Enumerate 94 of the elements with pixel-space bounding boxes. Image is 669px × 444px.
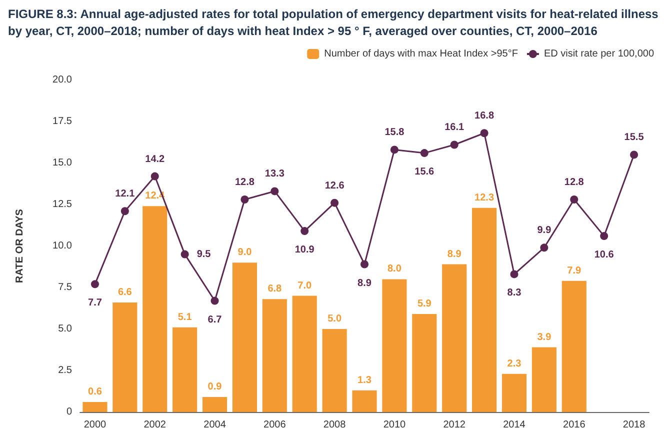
- x-tick-label: 2002: [144, 420, 166, 430]
- data-label: 0.6: [88, 386, 102, 398]
- data-label: 8.9: [358, 278, 372, 289]
- data-label: 5.0: [328, 314, 342, 324]
- data-label: 14.2: [145, 154, 166, 165]
- y-tick-label: 7.5: [58, 282, 72, 293]
- data-label: 5.9: [417, 298, 432, 310]
- data-label: 1.3: [358, 374, 372, 386]
- data-label: 7.0: [298, 280, 312, 292]
- point: [360, 260, 368, 268]
- point: [540, 244, 548, 252]
- point: [480, 129, 488, 138]
- point: [630, 150, 638, 159]
- y-tick-label: 12.5: [52, 199, 72, 210]
- data-label: 8.9: [447, 248, 462, 260]
- data-label: 0.9: [208, 382, 222, 393]
- x-tick-label: 2006: [264, 420, 286, 430]
- point: [180, 250, 189, 258]
- point: [570, 196, 578, 204]
- legend-label: Number of days with max Heat Index >95°F: [324, 48, 518, 60]
- bar: [382, 279, 407, 412]
- point: [600, 232, 608, 240]
- data-label: 15.8: [384, 127, 405, 138]
- bar: [532, 347, 556, 412]
- bar: [202, 397, 228, 412]
- point: [270, 187, 279, 196]
- data-label: 12.3: [474, 192, 494, 204]
- data-label: 3.9: [537, 332, 552, 343]
- point: [90, 280, 99, 288]
- data-label: 10.9: [294, 244, 315, 256]
- bar: [112, 302, 138, 412]
- data-label: 15.6: [414, 166, 435, 178]
- bar: [82, 402, 108, 412]
- bar: [412, 314, 437, 412]
- data-label: 5.1: [178, 312, 192, 323]
- data-label: 9.9: [537, 225, 552, 236]
- point: [390, 146, 398, 154]
- data-label: 16.8: [474, 110, 494, 122]
- bar: [562, 280, 586, 412]
- bar: [502, 374, 527, 412]
- data-label: 6.8: [268, 284, 282, 295]
- chart-title: FIGURE 8.3: Annual age-adjusted rates for total population of emergency department visits for heat-related illness by year, CT, 2000–2018; number of days with heat Index > 95 ° F, averaged over counties, CT, 2000–2016: [7, 6, 660, 40]
- bar: [232, 262, 257, 412]
- y-tick-label: 0: [66, 406, 72, 418]
- data-label: 13.3: [264, 168, 285, 180]
- y-axis-title: RATE OR DAYS: [14, 208, 26, 283]
- data-label: 7.9: [567, 265, 582, 276]
- x-tick-label: 2010: [383, 420, 406, 430]
- data-label: 7.7: [88, 298, 102, 309]
- point: [510, 270, 518, 278]
- bar: [322, 329, 347, 412]
- point: [330, 198, 339, 207]
- data-label: 6.7: [208, 314, 222, 326]
- x-tick-label: 2018: [622, 420, 646, 430]
- point: [240, 196, 249, 204]
- y-tick-label: 15.0: [52, 158, 72, 168]
- y-tick-label: 20.0: [52, 74, 72, 86]
- point: [450, 140, 458, 149]
- data-label: 15.5: [624, 132, 644, 144]
- bar: [472, 208, 497, 412]
- data-label: 9.0: [238, 247, 252, 258]
- data-label: 16.1: [444, 122, 465, 134]
- point: [150, 172, 159, 180]
- point: [120, 207, 129, 216]
- legend-label: ED visit rate per 100,000: [544, 48, 654, 60]
- data-label: 8.0: [387, 264, 402, 275]
- data-label: 12.1: [115, 188, 136, 200]
- data-label: 12.8: [564, 177, 584, 188]
- y-tick-label: 2.5: [58, 365, 72, 376]
- y-tick-label: 5.0: [58, 324, 72, 334]
- y-tick-label: 10.0: [52, 240, 72, 252]
- x-tick-label: 2004: [204, 420, 226, 430]
- bar: [262, 299, 287, 412]
- bar: [442, 264, 467, 412]
- point: [420, 149, 428, 158]
- bar: [352, 390, 377, 412]
- x-tick-label: 2012: [443, 420, 466, 430]
- x-tick-label: 2008: [323, 420, 346, 430]
- data-label: 12.8: [234, 177, 255, 188]
- x-tick-label: 2016: [563, 420, 586, 430]
- data-label: 9.5: [196, 248, 212, 260]
- point: [210, 296, 219, 305]
- data-label: 6.6: [118, 286, 132, 298]
- bar: [142, 206, 168, 412]
- data-label: 10.6: [594, 250, 614, 261]
- data-label: 8.3: [507, 288, 522, 299]
- x-tick-label: 2000: [84, 420, 107, 430]
- data-label: 2.3: [507, 358, 522, 370]
- data-label: 12.6: [324, 180, 345, 192]
- point: [300, 227, 309, 236]
- bar: [292, 296, 317, 412]
- y-tick-label: 17.5: [52, 116, 72, 127]
- bar: [172, 327, 198, 412]
- x-tick-label: 2014: [503, 420, 526, 430]
